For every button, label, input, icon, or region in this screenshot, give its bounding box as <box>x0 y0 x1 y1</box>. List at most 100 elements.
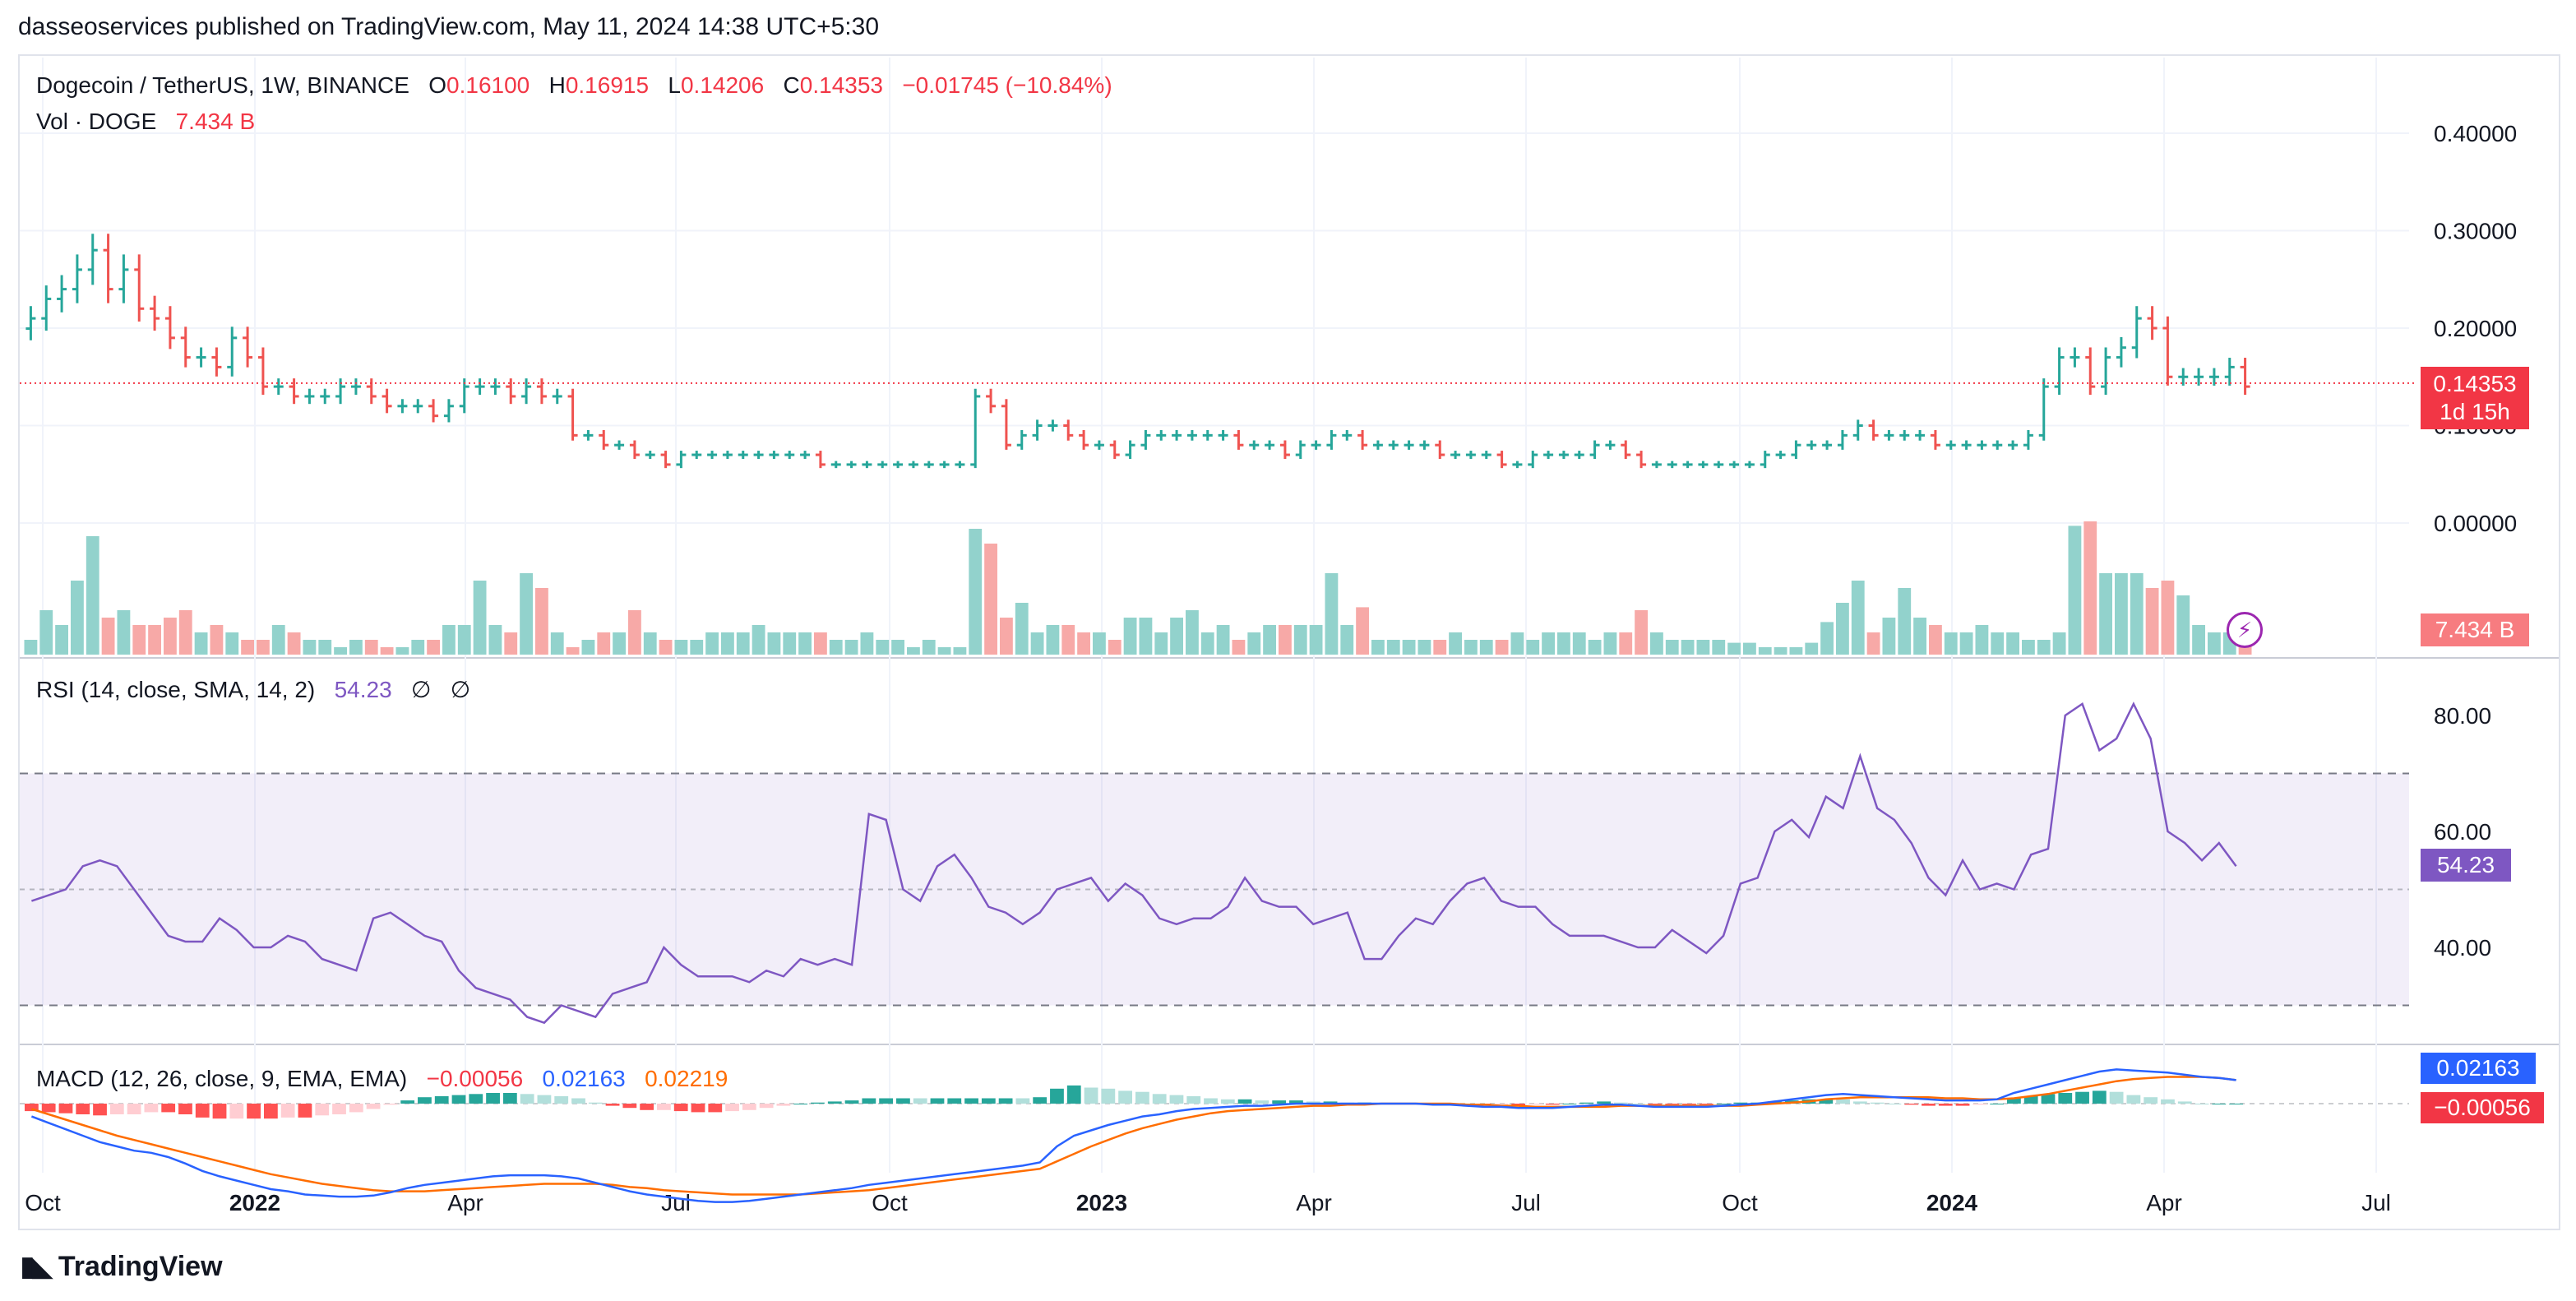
rsi-null-2: ∅ <box>450 677 471 702</box>
volume-bar <box>1093 632 1106 655</box>
macd-histogram-bar <box>58 1104 73 1113</box>
macd-histogram-bar <box>827 1101 842 1104</box>
volume-bar <box>752 625 765 655</box>
tradingview-logo-icon[interactable]: ▮◣ <box>20 1251 53 1282</box>
volume-bar <box>1665 640 1679 655</box>
volume-bar <box>937 647 951 655</box>
volume-bar <box>1293 625 1307 655</box>
symbol-title[interactable]: Dogecoin / TetherUS, 1W, BINANCE <box>36 72 409 98</box>
volume-bar <box>1510 632 1524 655</box>
macd-histogram-bar <box>896 1098 910 1104</box>
price-tick-label: 0.40000 <box>2434 121 2517 146</box>
volume-bar <box>1232 640 1246 655</box>
macd-histogram-bar <box>1118 1090 1132 1104</box>
rsi-legend: RSI (14, close, SMA, 14, 2) 54.23 ∅ ∅ <box>36 676 470 703</box>
macd-histogram-bar <box>332 1104 346 1114</box>
volume-bar <box>1170 618 1183 655</box>
volume-bar <box>132 625 146 655</box>
volume-bar <box>674 640 688 655</box>
macd-histogram-bar <box>930 1098 945 1104</box>
macd-histogram-bar <box>913 1098 927 1104</box>
volume-bar <box>257 640 270 655</box>
macd-histogram-bar <box>725 1104 739 1112</box>
volume-bar <box>860 632 874 655</box>
chart-frame[interactable] <box>18 54 2560 1230</box>
macd-line-badge: 0.02163 <box>2421 1053 2536 1084</box>
volume-bar <box>225 632 239 655</box>
volume-bar <box>1774 647 1787 655</box>
volume-bar <box>1123 618 1137 655</box>
volume-bar <box>1851 581 1865 655</box>
volume-bar <box>1929 625 1942 655</box>
volume-bar <box>597 632 611 655</box>
volume-bar <box>427 640 440 655</box>
volume-bar <box>1247 632 1261 655</box>
volume-bar <box>349 640 363 655</box>
volume-bar <box>1464 640 1478 655</box>
volume-bar <box>318 640 332 655</box>
volume-bar <box>721 632 734 655</box>
time-tick-label: Apr <box>447 1190 483 1215</box>
volume-bar <box>581 640 595 655</box>
volume-bar <box>1200 632 1214 655</box>
lightning-icon[interactable]: ⚡ <box>2227 612 2263 648</box>
volume-bar <box>1650 632 1663 655</box>
macd-histogram-bar <box>998 1098 1013 1104</box>
volume-bar <box>1805 642 1819 655</box>
macd-line <box>30 1068 2236 1203</box>
time-tick-label: 2024 <box>1926 1190 1978 1215</box>
volume-bar <box>55 625 68 655</box>
volume-bar <box>814 632 827 655</box>
close-label: C <box>783 72 800 98</box>
volume-bar <box>1913 618 1926 655</box>
volume-bar <box>520 573 533 655</box>
macd-histogram-bar <box>862 1098 876 1104</box>
volume-bar <box>535 588 548 655</box>
macd-histogram-bar <box>1237 1099 1252 1104</box>
macd-histogram-bar <box>1015 1098 1030 1104</box>
macd-histogram-bar <box>2161 1099 2175 1104</box>
macd-histogram-bar <box>1870 1102 1885 1104</box>
volume-bar <box>690 640 704 655</box>
macd-histogram-bar <box>178 1104 192 1114</box>
volume-label[interactable]: Vol · DOGE <box>36 109 157 134</box>
macd-histogram-bar <box>1579 1102 1594 1104</box>
macd-histogram-bar <box>400 1100 415 1104</box>
macd-histogram-bar <box>349 1104 363 1113</box>
macd-label[interactable]: MACD (12, 26, close, 9, EMA, EMA) <box>36 1066 408 1091</box>
volume-bar <box>659 640 673 655</box>
volume-bar <box>457 625 471 655</box>
volume-bar <box>164 618 177 655</box>
rsi-tick-label: 60.00 <box>2434 819 2491 845</box>
macd-signal-value: 0.02219 <box>645 1066 728 1091</box>
volume-bar <box>1263 625 1276 655</box>
open-label: O <box>428 72 447 98</box>
volume-bar <box>2006 632 2019 655</box>
volume-bar <box>1186 610 1199 655</box>
macd-histogram-bar <box>554 1095 569 1104</box>
macd-histogram-bar <box>247 1104 261 1119</box>
macd-histogram-bar <box>1169 1095 1184 1104</box>
rsi-label[interactable]: RSI (14, close, SMA, 14, 2) <box>36 677 316 702</box>
volume-bar <box>1495 640 1509 655</box>
volume-bar <box>1309 625 1323 655</box>
time-tick-label: Apr <box>2146 1190 2182 1215</box>
macd-histogram-bar <box>844 1100 859 1104</box>
macd-histogram-bar <box>434 1095 449 1104</box>
rsi-null-1: ∅ <box>411 677 432 702</box>
macd-histogram-bar <box>502 1093 517 1104</box>
low-label: L <box>668 72 681 98</box>
volume-bar <box>380 647 394 655</box>
macd-histogram-bar <box>1050 1088 1064 1104</box>
macd-histogram-bar <box>1511 1104 1526 1106</box>
volume-bar <box>1325 573 1339 655</box>
volume-bar <box>271 625 285 655</box>
volume-bar <box>1758 647 1772 655</box>
volume-bar <box>1015 603 1029 655</box>
macd-histogram-bar <box>144 1104 159 1113</box>
volume-legend: Vol · DOGE 7.434 B <box>36 109 255 135</box>
volume-bar <box>829 640 843 655</box>
volume-bar <box>1417 640 1431 655</box>
volume-bar <box>2099 573 2112 655</box>
